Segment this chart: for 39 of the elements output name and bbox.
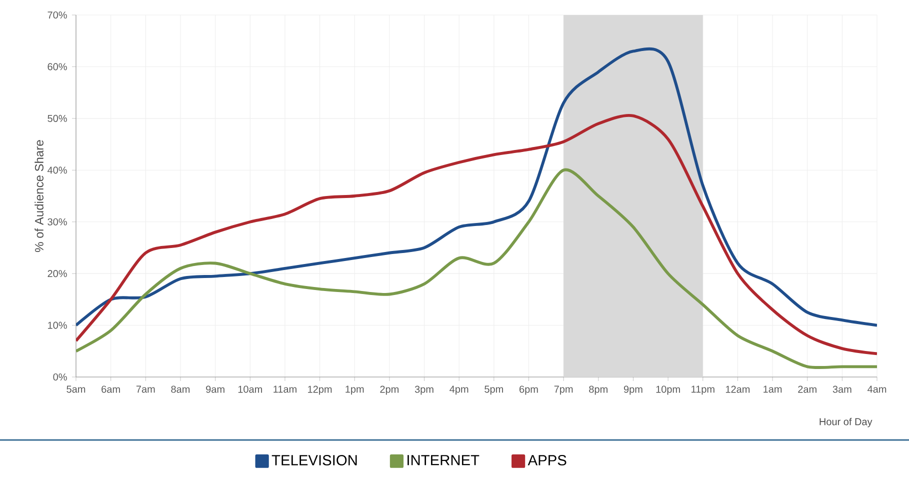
x-tick-label: 8pm <box>589 386 608 395</box>
x-tick-label: 9pm <box>624 386 642 395</box>
y-tick-label: 50% <box>48 114 67 122</box>
y-tick-label: 60% <box>48 63 67 70</box>
x-tick-label: 11am <box>274 386 296 393</box>
legend-label: TELEVISION <box>272 455 357 466</box>
y-tick-label: 20% <box>48 270 67 278</box>
x-tick-label: 1pm <box>346 386 364 395</box>
y-axis-title: % of Audience Share <box>34 140 44 252</box>
y-tick-label: 30% <box>48 218 67 226</box>
x-tick-label: 5am <box>66 386 86 393</box>
x-tick-label: 10am <box>238 386 262 393</box>
y-tick-label: 10% <box>48 322 67 329</box>
x-tick-label: 6am <box>102 386 120 393</box>
x-tick-label: 7am <box>136 386 155 393</box>
legend-label: APPS <box>528 455 566 466</box>
x-tick-label: 4pm <box>450 386 468 395</box>
x-tick-label: 9am <box>206 386 224 393</box>
y-tick-label: 40% <box>48 166 67 174</box>
x-tick-label: 8am <box>171 386 190 393</box>
x-tick-label: 12pm <box>308 386 332 395</box>
x-tick-label: 3am <box>832 386 852 393</box>
x-tick-label: 1am <box>764 386 782 393</box>
x-tick-label: 5pm <box>484 386 503 395</box>
x-tick-label: 3pm <box>414 386 434 395</box>
line-series <box>76 168 878 370</box>
x-tick-label: 11pm <box>691 386 714 395</box>
x-tick-label: 2am <box>798 386 816 393</box>
x-tick-label: 4am <box>868 386 886 393</box>
x-tick-label: 6pm <box>520 386 538 395</box>
x-tick-label: 2pm <box>380 386 399 395</box>
x-tick-label: 7pm <box>554 386 573 395</box>
x-axis-title: Hour of Day <box>820 418 872 428</box>
legend-label: INTERNET <box>408 455 480 466</box>
y-tick-label: 0% <box>53 373 67 381</box>
x-tick-label: 10pm <box>656 386 680 395</box>
line-series <box>76 114 878 356</box>
x-tick-label: 12am <box>726 386 750 393</box>
y-tick-label: 70% <box>48 11 67 19</box>
